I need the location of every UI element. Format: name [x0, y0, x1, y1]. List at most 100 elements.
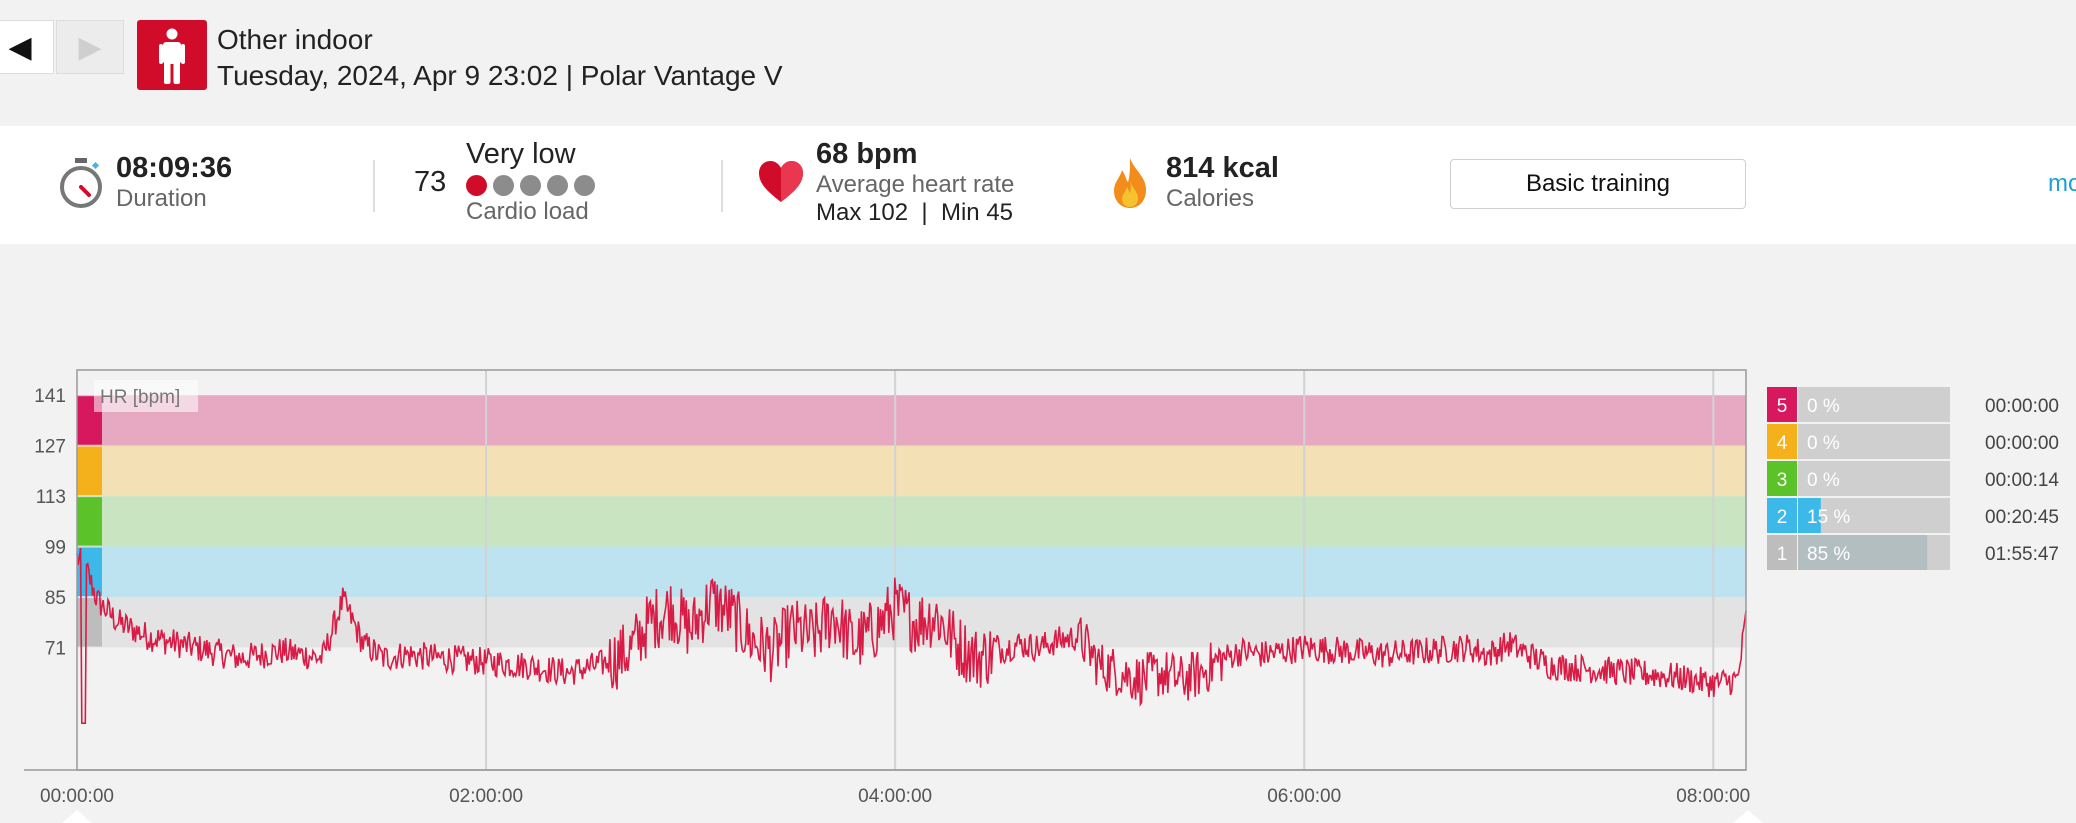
cardio-load-label: Cardio load — [466, 198, 589, 225]
zone-tab-4 — [77, 446, 102, 496]
hr-series-line — [76, 547, 1747, 724]
chart-title-text: HR [bpm] — [100, 387, 180, 408]
cardio-load-metric: 73 Very low Cardio load — [414, 126, 714, 244]
average-hr-label: Average heart rate — [816, 171, 1015, 198]
x-axis-ticks: 00:00:00 02:00:00 04:00:00 06:00:00 08:00:00 — [40, 786, 1750, 807]
person-icon — [159, 28, 185, 84]
cardio-dot — [466, 175, 487, 196]
zone-band-3 — [77, 496, 1746, 547]
average-hr-value: 68 bpm — [816, 138, 918, 170]
y-tick-label: 85 — [45, 588, 66, 609]
zone-time-label: 00:00:00 — [1985, 433, 2059, 454]
calories-label: Calories — [1166, 185, 1255, 212]
zone-number: 5 — [1777, 396, 1788, 417]
range-handle-end[interactable] — [1733, 810, 1763, 823]
zone-tabs — [77, 396, 102, 647]
cardio-dot — [574, 175, 595, 196]
cardio-dot — [547, 175, 568, 196]
more-link[interactable]: mo — [2048, 170, 2076, 197]
zone-percent-track — [1798, 424, 1950, 459]
hr-min: Min 45 — [940, 199, 1014, 226]
sport-name: Other indoor — [217, 24, 373, 55]
zone-row-2: 2 15 % 00:20:45 — [1767, 498, 2059, 533]
zone-percent-fill — [1798, 535, 1928, 570]
zone-time-label: 00:00:00 — [1985, 396, 2059, 417]
zone-percent-label: 15 % — [1807, 507, 1850, 528]
chart-title: HR [bpm] — [94, 380, 198, 412]
calories-value: 814 kcal — [1166, 152, 1279, 184]
y-tick-label: 113 — [36, 487, 66, 508]
hr-separator: | — [921, 199, 928, 226]
zone-number-box — [1767, 461, 1797, 496]
hr-max: Max 102 — [816, 199, 909, 226]
x-tick-label: 04:00:00 — [858, 786, 932, 807]
duration-value: 08:09:36 — [116, 152, 233, 184]
zone-time-label: 01:55:47 — [1985, 544, 2059, 565]
zone-percent-label: 85 % — [1807, 544, 1850, 565]
divider — [373, 160, 375, 212]
session-info: Tuesday, 2024, Apr 9 23:02 | Polar Vanta… — [217, 60, 783, 91]
zone-percent-label: 0 % — [1807, 396, 1840, 417]
y-tick-label: 141 — [34, 386, 66, 407]
zone-number: 1 — [1777, 544, 1788, 565]
x-tick-label: 06:00:00 — [1267, 786, 1341, 807]
zone-row-1: 1 85 % 01:55:47 — [1767, 535, 2059, 570]
heart-rate-metric: 68 bpm Average heart rate Max 102 | Min … — [758, 126, 1078, 244]
previous-session-button[interactable]: ◀ — [0, 20, 54, 74]
divider — [721, 160, 723, 212]
zone-number: 4 — [1777, 433, 1788, 454]
summary-bar: 08:09:36 Duration 73 Very low Cardio loa… — [0, 126, 2076, 244]
cardio-dot — [493, 175, 514, 196]
zone-number-box — [1767, 387, 1797, 422]
zone-number-box — [1767, 424, 1797, 459]
duration-metric: 08:09:36 Duration — [58, 126, 318, 244]
y-tick-label: 127 — [34, 437, 66, 458]
cardio-load-dots — [466, 175, 595, 196]
zone-band-4 — [77, 445, 1746, 497]
x-tick-label: 00:00:00 — [40, 786, 114, 807]
zone-percent-label: 0 % — [1807, 433, 1840, 454]
next-session-button[interactable]: ▶ — [56, 20, 124, 74]
cardio-dot — [520, 175, 541, 196]
hr-max-min: Max 102 | Min 45 — [816, 199, 1014, 227]
zone-number: 3 — [1777, 470, 1788, 491]
heart-rate-chart: 141 127 113 99 85 71 00:00:00 02:00:00 04:00:00… — [0, 360, 2076, 823]
zone-number-box — [1767, 498, 1797, 533]
range-handle-start[interactable] — [62, 810, 92, 823]
session-title: Other indoor Tuesday, 2024, Apr 9 23:02 … — [217, 22, 783, 94]
duration-label: Duration — [116, 185, 207, 212]
zone-row-4: 4 0 % 00:00:00 — [1767, 424, 2059, 459]
zone-percent-track — [1798, 461, 1950, 496]
heart-icon — [759, 161, 803, 202]
sport-badge — [137, 20, 207, 90]
y-tick-label: 71 — [45, 638, 66, 659]
zone-row-5: 5 0 % 00:00:00 — [1767, 387, 2059, 422]
zone-number: 2 — [1777, 507, 1788, 528]
training-benefit-button[interactable]: Basic training — [1450, 159, 1746, 209]
calories-metric: 814 kcal Calories — [1110, 126, 1370, 244]
zone-time-label: 00:00:14 — [1985, 470, 2059, 491]
flame-icon — [1114, 158, 1146, 208]
cardio-load-value: 73 — [414, 166, 447, 198]
zone-percent-fill — [1798, 498, 1821, 533]
x-tick-label: 02:00:00 — [449, 786, 523, 807]
right-arrow-icon: ▶ — [78, 30, 102, 64]
zone-bands — [77, 395, 1746, 648]
zone-tab-3 — [77, 497, 102, 546]
x-tick-label: 08:00:00 — [1676, 786, 1750, 807]
zone-number-box — [1767, 535, 1797, 570]
zone-percent-track — [1798, 498, 1950, 533]
zone-band-2 — [77, 546, 1746, 598]
left-arrow-icon: ◀ — [8, 30, 32, 64]
y-tick-label: 99 — [45, 538, 66, 559]
y-axis-ticks: 141 127 113 99 85 71 — [34, 386, 66, 659]
zone-percent-label: 0 % — [1807, 470, 1840, 491]
grid-lines — [485, 370, 1715, 770]
zone-time-label: 00:20:45 — [1985, 507, 2059, 528]
heart-rate-chart-svg: 141 127 113 99 85 71 00:00:00 02:00:00 04:00:00… — [24, 369, 2059, 823]
stopwatch-icon — [60, 158, 102, 208]
zone-row-3: 3 0 % 00:00:14 — [1767, 461, 2059, 496]
zone-band-5 — [77, 395, 1746, 446]
